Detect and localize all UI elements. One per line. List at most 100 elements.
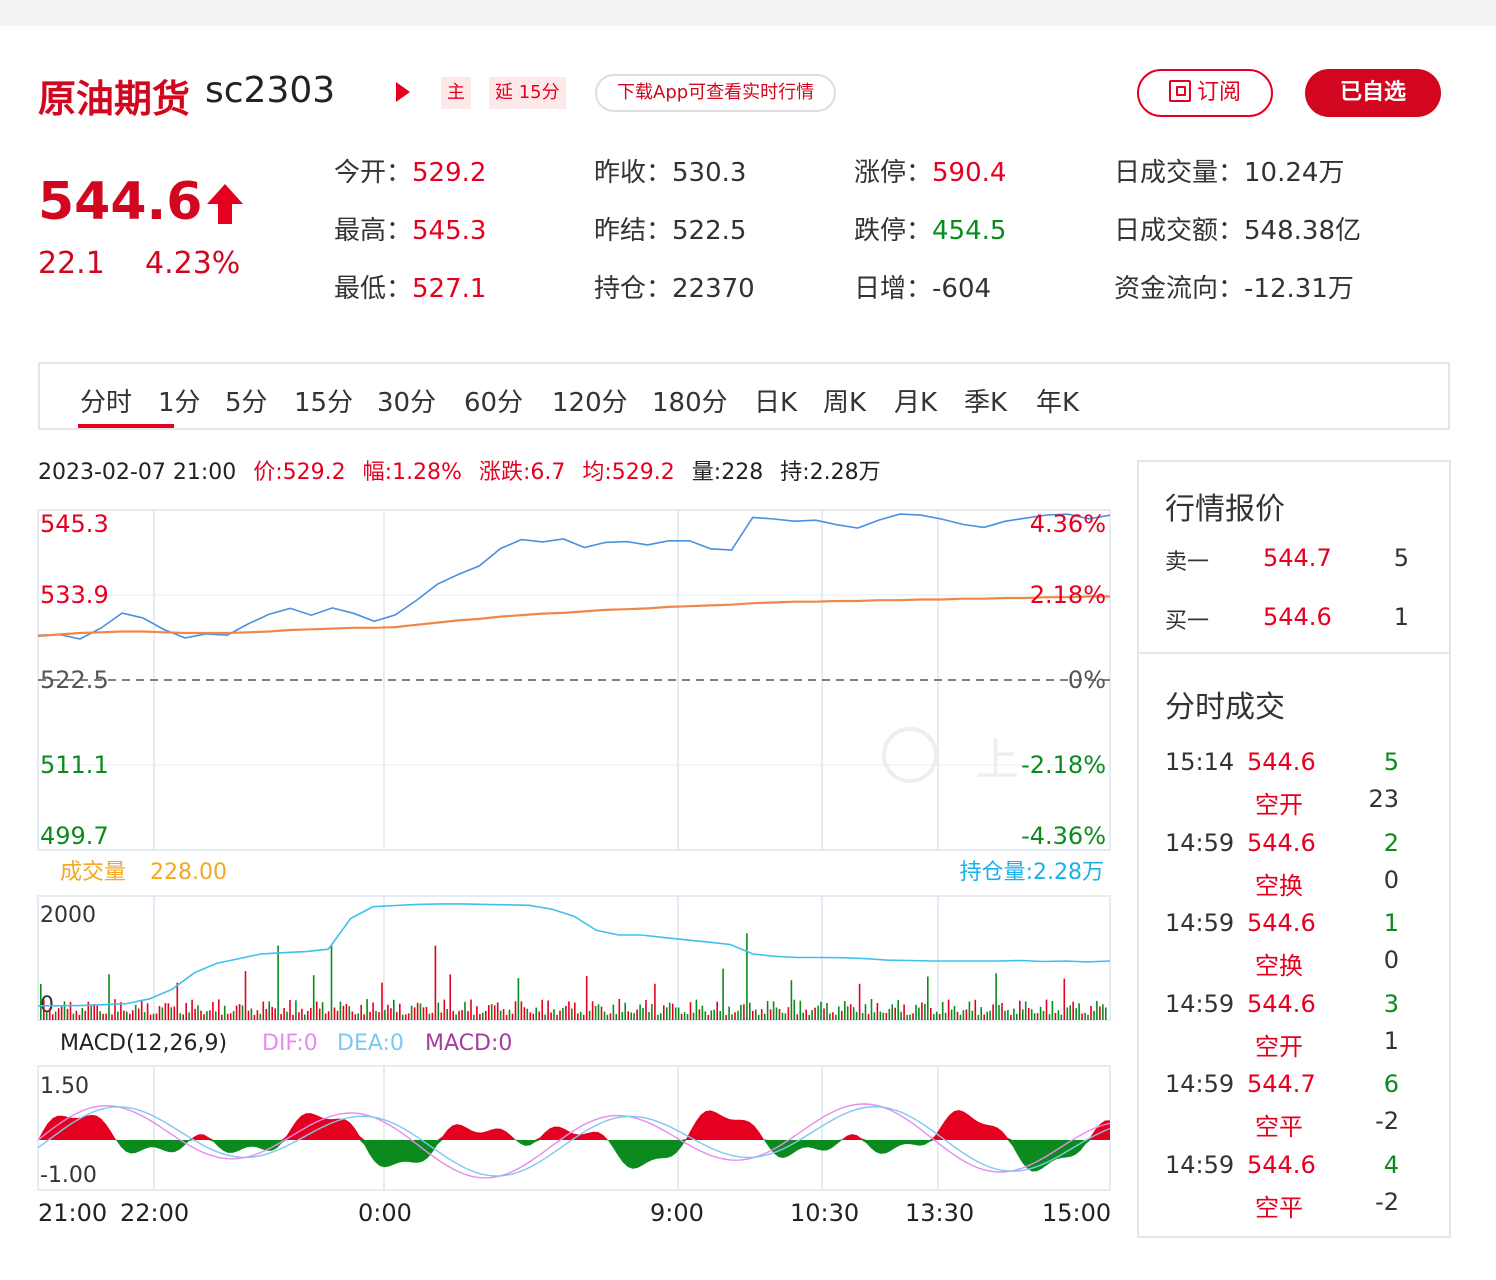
trade-price: 544.6 (1247, 909, 1316, 937)
tab-3[interactable]: 15分 (294, 388, 354, 418)
volume-bar (624, 1002, 626, 1020)
volume-bar (846, 1006, 849, 1020)
volume-bar (746, 933, 748, 1020)
volume-bar (401, 1014, 404, 1020)
tab-10[interactable]: 月K (894, 388, 938, 418)
trade-qty: 6 (1383, 1070, 1399, 1098)
volume-bar (262, 1001, 265, 1020)
volume-bar (123, 1010, 125, 1020)
stat-2: 涨停：590.4 (854, 152, 1006, 189)
volume-bar (666, 1007, 668, 1020)
volume-bar (757, 1015, 760, 1020)
tab-4[interactable]: 30分 (377, 388, 437, 418)
volume-bar (529, 1012, 532, 1020)
volume-bar (108, 974, 110, 1020)
tab-9[interactable]: 周K (823, 388, 867, 418)
volume-bar (419, 1003, 422, 1020)
volume-bar (431, 1012, 434, 1020)
volume-bar (582, 1014, 585, 1020)
volume-bar (218, 999, 220, 1020)
volume-bar (473, 1014, 475, 1020)
price-change: 22.1 (38, 246, 105, 281)
tab-1[interactable]: 1分 (158, 388, 201, 418)
volume-bar (87, 1001, 90, 1020)
volume-bar (841, 1010, 843, 1020)
stat-6: 跌停：454.5 (854, 210, 1006, 247)
volume-bar (422, 1007, 425, 1020)
subscribe-label: 订阅 (1196, 80, 1241, 105)
volume-bar (203, 1014, 205, 1020)
price-panel: 上 545.3 533.9 522.5 511.1 499.7 4.36% 2.18% 0% -2… (37, 510, 1111, 850)
volume-bar (992, 1004, 994, 1020)
x-tick: 0:00 (358, 1199, 412, 1227)
intraday-chart[interactable]: 上 545.3 533.9 522.5 511.1 499.7 4.36% 2.18% 0% -2… (0, 0, 1130, 1240)
volume-bar (1013, 1008, 1015, 1020)
volume-bar (51, 1014, 54, 1020)
volume-bar (63, 1001, 66, 1020)
volume-bar (72, 1013, 75, 1020)
volume-bar (161, 1007, 164, 1020)
stat-0: 今开：529.2 (334, 152, 486, 189)
volume-bar (906, 1014, 908, 1020)
volume-bar (633, 1013, 635, 1020)
volume-bar (763, 1013, 766, 1020)
stat-value: 10.24万 (1244, 158, 1345, 188)
x-tick: 10:30 (790, 1199, 859, 1227)
tab-0[interactable]: 分时 (80, 388, 133, 418)
volume-bar (630, 1012, 632, 1020)
last-price: 544.6 (38, 172, 203, 232)
stat-10: 日增：-604 (854, 268, 991, 305)
tab-8[interactable]: 日K (754, 388, 798, 418)
volume-bar (158, 1006, 161, 1020)
volume-bar (1096, 1000, 1098, 1020)
price-tick-left: 499.7 (40, 822, 109, 850)
volume-bar (170, 1007, 173, 1020)
volume-bar (149, 1014, 152, 1020)
watchlist-button[interactable]: 已自选 (1305, 69, 1441, 117)
stat-11: 资金流向：-12.31万 (1114, 268, 1354, 305)
tab-6[interactable]: 120分 (552, 388, 628, 418)
tab-7[interactable]: 180分 (652, 388, 728, 418)
volume-bar (864, 1004, 867, 1020)
stat-value: 454.5 (932, 216, 1007, 246)
volume-bar (692, 1012, 695, 1020)
tab-11[interactable]: 季K (964, 388, 1008, 418)
volume-bar (511, 1013, 514, 1020)
volume-bar (772, 1001, 775, 1020)
volume-bar (870, 999, 873, 1020)
quote-row-qty: 5 (1393, 544, 1409, 572)
volume-bar (743, 1004, 745, 1020)
download-app-link[interactable]: 下载App可查看实时行情 (595, 74, 837, 112)
volume-bar (808, 1015, 810, 1020)
tab-12[interactable]: 年K (1036, 388, 1080, 418)
volume-bar (811, 1010, 813, 1020)
tab-5[interactable]: 60分 (464, 388, 524, 418)
volume-bar (805, 1009, 807, 1020)
volume-bar (54, 1011, 57, 1020)
volume-bar (597, 1004, 600, 1020)
volume-bar (947, 999, 950, 1020)
volume-bar (722, 968, 724, 1020)
volume-bar (455, 1014, 457, 1020)
volume-bar (523, 1007, 526, 1020)
volume-bar (188, 1012, 190, 1020)
volume-bar (1051, 1001, 1054, 1020)
volume-value: 228.00 (150, 860, 227, 885)
volume-bar (289, 1000, 291, 1020)
chart-grid (37, 509, 1111, 1191)
play-icon[interactable] (396, 82, 410, 102)
quote-row-label: 买一 (1165, 609, 1210, 634)
volume-bar (194, 1008, 196, 1020)
stat-value: 529.2 (412, 158, 487, 188)
volume-bar (944, 1012, 947, 1020)
vol-tick: 2000 (40, 903, 96, 928)
volume-bar (1022, 1009, 1024, 1020)
volume-bar (571, 1008, 573, 1020)
subscribe-button[interactable]: 订阅 (1137, 69, 1273, 117)
tab-2[interactable]: 5分 (225, 388, 268, 418)
volume-bar (200, 1010, 202, 1020)
volume-bar (307, 1011, 309, 1020)
volume-bar (826, 1003, 828, 1020)
volume-bar (594, 1006, 597, 1020)
volume-bar (588, 1010, 591, 1020)
